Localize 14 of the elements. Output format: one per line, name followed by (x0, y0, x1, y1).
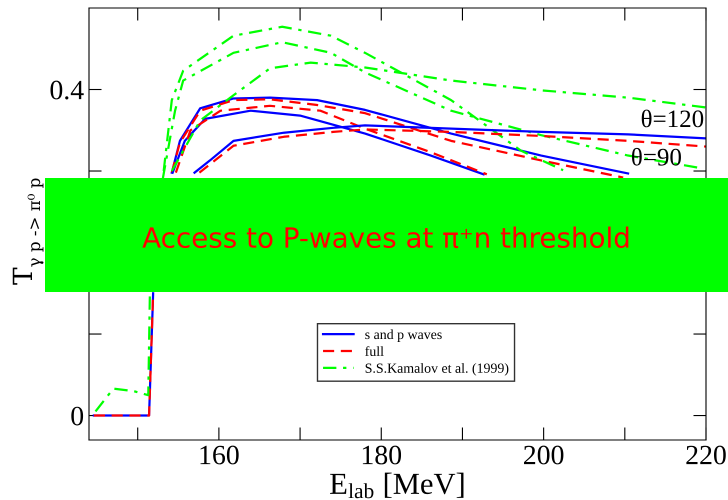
x-tick-label: 160 (200, 446, 239, 464)
annotation: θ=90 (632, 148, 681, 166)
x-axis-title: E$_{lab}$ [MeV] (330, 472, 464, 498)
y-axis-title: Tγ p -> π⁰ p (12, 178, 44, 285)
x-tick-label: 180 (362, 446, 402, 464)
annotation: Access to P-waves at π⁺n threshold (142, 226, 628, 248)
x-tick-label: 200 (524, 446, 564, 464)
y-tick-label: 0 (71, 406, 84, 426)
annotation: θ=120 (642, 110, 704, 128)
legend-label: s and p waves (365, 329, 442, 342)
legend-label: S.S.Kamalov et al. (1999) (366, 363, 508, 376)
legend-label: full (365, 346, 384, 356)
x-tick-label: 220 (686, 446, 726, 464)
y-tick-label: 0.4 (50, 80, 84, 100)
